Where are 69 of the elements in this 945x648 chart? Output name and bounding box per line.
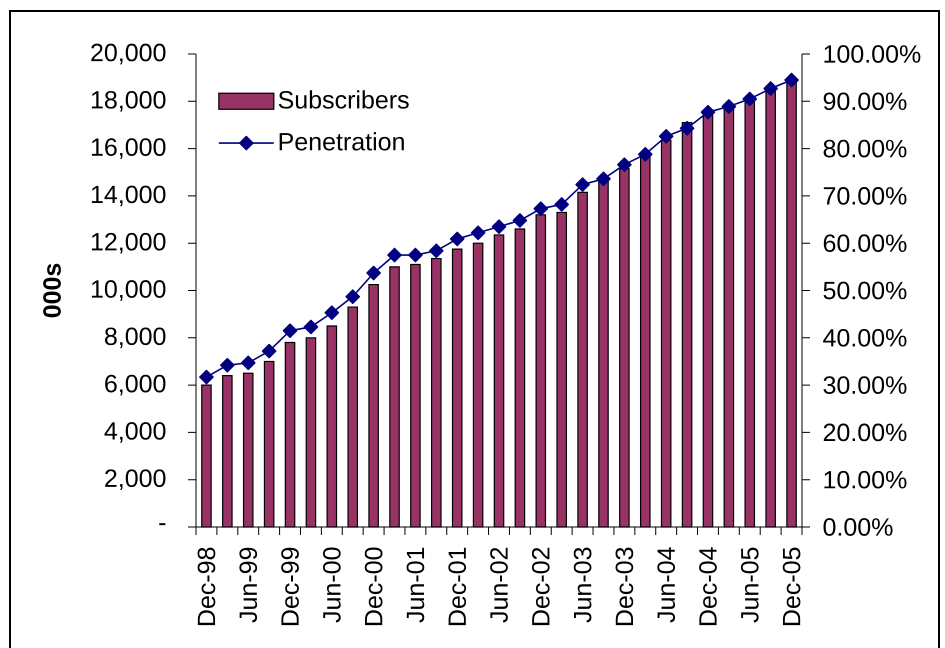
point <box>784 72 799 88</box>
y2-tick-label: 20.00% <box>824 424 906 442</box>
y2-tick-label: 0.00% <box>824 518 893 536</box>
point <box>366 266 381 280</box>
y-tick-label: 14,000 <box>92 186 166 206</box>
point <box>450 232 465 246</box>
point <box>470 225 486 240</box>
x-tick-label: Jun-05 <box>740 548 759 623</box>
y-tick-label: 12,000 <box>92 232 166 254</box>
x-tick-label: Jun-00 <box>322 548 341 623</box>
y2-tick-label: 40.00% <box>823 328 906 347</box>
x-tick-label: Dec-01 <box>448 548 466 626</box>
point <box>304 320 318 334</box>
y-tick-label: 2,000 <box>105 469 166 490</box>
x-tick-label: Dec-03 <box>616 548 634 626</box>
x-tick-label: Dec-00 <box>364 548 382 626</box>
point <box>722 99 736 114</box>
y2-tick-label: 90.00% <box>824 92 906 110</box>
y2-tick-label: 30.00% <box>823 376 906 394</box>
point <box>596 172 611 186</box>
point <box>282 323 298 338</box>
point <box>533 201 548 216</box>
point <box>680 120 694 136</box>
y-tick-label: 10,000 <box>92 280 166 301</box>
point <box>638 146 653 162</box>
point <box>220 358 235 373</box>
x-tick-label: Jun-03 <box>574 548 592 623</box>
point <box>763 81 778 96</box>
y-tick-label: 8,000 <box>104 327 166 348</box>
y2-tick-label: 50.00% <box>824 282 906 300</box>
y2-tick-label: 60.00% <box>824 234 906 252</box>
y2-tick-label: 10.00% <box>824 470 906 489</box>
x-tick-label: Jun-04 <box>657 547 676 623</box>
x-tick-label: Jun-01 <box>406 548 424 623</box>
x-tick-label: Dec-05 <box>782 548 800 626</box>
point <box>387 248 402 262</box>
y-tick-label: 18,000 <box>92 90 166 112</box>
y2-tick-label: 100.00% <box>824 45 920 63</box>
point <box>324 305 340 320</box>
point <box>429 243 444 258</box>
y-tick-label: 4,000 <box>104 422 166 443</box>
x-tick-label: Jun-02 <box>490 548 508 623</box>
y-tick-label: - <box>159 523 166 526</box>
point <box>512 213 528 228</box>
point <box>575 177 590 192</box>
point <box>742 92 758 106</box>
legend-label: Penetration <box>280 132 404 151</box>
x-tick-label: Dec-99 <box>281 548 299 626</box>
y2-tick-label: 80.00% <box>824 140 906 158</box>
point <box>408 248 423 262</box>
point <box>345 289 360 304</box>
point <box>554 197 569 212</box>
x-tick-label: Dec-98 <box>198 548 216 626</box>
point <box>262 344 276 358</box>
point <box>199 370 214 384</box>
y-tick-label: 20,000 <box>91 44 166 64</box>
point <box>492 219 506 234</box>
x-tick-label: Dec-02 <box>532 548 550 626</box>
y-tick-label: 16,000 <box>92 138 166 159</box>
y-axis-title: 000s <box>43 264 61 318</box>
legend-label: Subscribers <box>278 90 409 109</box>
point <box>658 128 674 144</box>
point <box>617 157 632 172</box>
x-tick-label: Jun-99 <box>239 548 258 623</box>
y-tick-label: 6,000 <box>105 374 166 396</box>
y2-tick-label: 70.00% <box>824 187 906 205</box>
x-tick-label: Dec-04 <box>699 547 717 626</box>
point <box>240 356 256 370</box>
point <box>700 104 716 120</box>
